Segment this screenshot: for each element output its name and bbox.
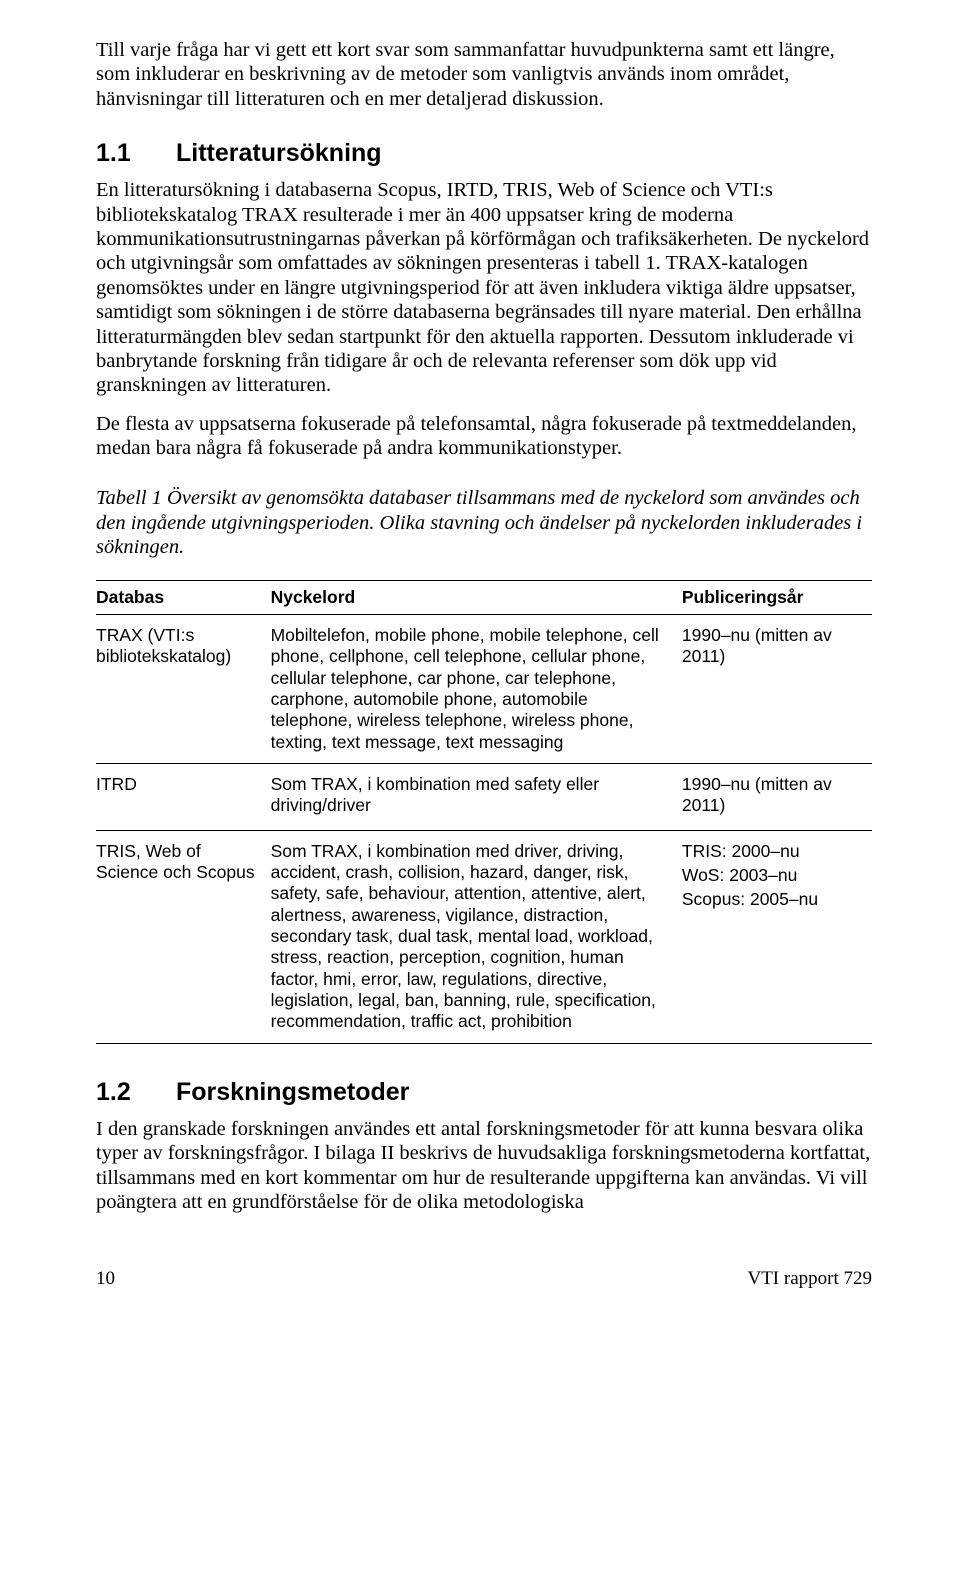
- table-row: TRAX (VTI:s bibliotekskatalog) Mobiltele…: [96, 614, 872, 763]
- col-header-keywords: Nyckelord: [271, 580, 682, 614]
- document-page: Till varje fråga har vi gett ett kort sv…: [0, 0, 960, 1330]
- table-header-row: Databas Nyckelord Publiceringsår: [96, 580, 872, 614]
- cell-database: TRIS, Web of Science och Scopus: [96, 830, 271, 1043]
- cell-years: 1990–nu (mitten av 2011): [682, 614, 872, 763]
- intro-paragraph: Till varje fråga har vi gett ett kort sv…: [96, 38, 872, 111]
- cell-database: TRAX (VTI:s bibliotekskatalog): [96, 614, 271, 763]
- cell-database: ITRD: [96, 764, 271, 831]
- cell-years: 1990–nu (mitten av 2011): [682, 764, 872, 831]
- page-number: 10: [96, 1268, 115, 1290]
- section-number: 1.1: [96, 139, 140, 168]
- table-caption: Tabell 1 Översikt av genomsökta database…: [96, 486, 872, 559]
- section2-paragraph-1: I den granskade forskningen användes ett…: [96, 1117, 872, 1215]
- table-row: TRIS, Web of Science och Scopus Som TRAX…: [96, 830, 872, 1043]
- table-row: ITRD Som TRAX, i kombination med safety …: [96, 764, 872, 831]
- cell-keywords: Som TRAX, i kombination med driver, driv…: [271, 830, 682, 1043]
- section1-paragraph-1: En litteratursökning i databaserna Scopu…: [96, 178, 872, 398]
- database-table: Databas Nyckelord Publiceringsår TRAX (V…: [96, 580, 872, 1044]
- cell-years: TRIS: 2000–nu WoS: 2003–nu Scopus: 2005–…: [682, 830, 872, 1043]
- col-header-years: Publiceringsår: [682, 580, 872, 614]
- cell-keywords: Mobiltelefon, mobile phone, mobile telep…: [271, 614, 682, 763]
- col-header-database: Databas: [96, 580, 271, 614]
- section-title: Litteratursökning: [176, 139, 382, 168]
- section-title: Forskningsmetoder: [176, 1078, 409, 1107]
- section1-paragraph-2: De flesta av uppsatserna fokuserade på t…: [96, 412, 872, 461]
- table-body: TRAX (VTI:s bibliotekskatalog) Mobiltele…: [96, 614, 872, 1043]
- section-heading-1-2: 1.2 Forskningsmetoder: [96, 1078, 872, 1107]
- cell-keywords: Som TRAX, i kombination med safety eller…: [271, 764, 682, 831]
- page-footer: 10 VTI rapport 729: [96, 1268, 872, 1290]
- section-heading-1-1: 1.1 Litteratursökning: [96, 139, 872, 168]
- report-id: VTI rapport 729: [747, 1268, 872, 1290]
- section-number: 1.2: [96, 1078, 140, 1107]
